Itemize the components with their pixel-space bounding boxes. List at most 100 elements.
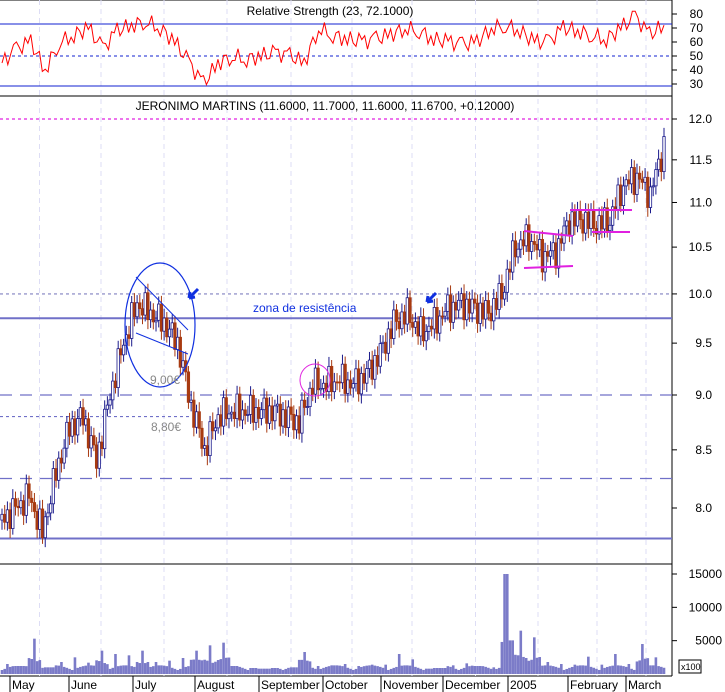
volume-bar bbox=[27, 658, 31, 674]
price-candle bbox=[213, 427, 218, 432]
rsi-tick-label: 80 bbox=[690, 7, 704, 21]
volume-bar bbox=[500, 641, 504, 674]
volume-bar bbox=[614, 654, 617, 674]
price-candle bbox=[632, 167, 636, 195]
price-candle bbox=[386, 328, 390, 354]
volume-bar bbox=[376, 666, 379, 674]
volume-bar bbox=[262, 668, 266, 674]
price-candle bbox=[565, 220, 569, 227]
annotations: zona de resistência 9,00€ 8,80€ bbox=[124, 209, 632, 434]
price-candle bbox=[389, 328, 393, 339]
price-candle bbox=[154, 319, 158, 323]
x-tick-label: October bbox=[325, 678, 368, 692]
volume-bar bbox=[211, 662, 215, 674]
price-candle bbox=[189, 399, 193, 403]
price-candle bbox=[313, 367, 318, 395]
volume-bar bbox=[397, 654, 401, 674]
volume-bar bbox=[149, 666, 152, 674]
price-candle bbox=[584, 211, 588, 234]
volume-bar bbox=[111, 667, 115, 674]
volume-bar bbox=[519, 630, 523, 674]
price-candle bbox=[373, 355, 377, 380]
volume-bar bbox=[597, 669, 601, 674]
price-candle bbox=[359, 373, 363, 395]
price-candle bbox=[511, 240, 515, 273]
volume-bar bbox=[616, 665, 620, 674]
volume-bar bbox=[279, 668, 282, 674]
volume-bar bbox=[441, 668, 444, 674]
volume-bar bbox=[481, 666, 485, 674]
volume-bar bbox=[30, 658, 34, 674]
volume-bar bbox=[492, 667, 496, 674]
price-candle bbox=[135, 302, 139, 318]
volume-bar bbox=[600, 664, 604, 674]
price-candle bbox=[208, 421, 212, 456]
flag-upper-line bbox=[523, 230, 574, 237]
price-candle bbox=[221, 397, 226, 427]
volume-bar bbox=[476, 666, 479, 674]
x-tick-label: March bbox=[628, 678, 661, 692]
price-candle bbox=[654, 169, 658, 187]
volume-bar bbox=[451, 665, 455, 674]
volume-bar bbox=[508, 640, 512, 674]
price-candle bbox=[132, 302, 136, 318]
volume-bar bbox=[422, 669, 425, 674]
price-candle bbox=[162, 317, 166, 332]
price-candle bbox=[365, 368, 369, 384]
price-candle bbox=[384, 341, 388, 354]
price-candle bbox=[611, 206, 615, 226]
price-candle bbox=[475, 302, 480, 324]
price-candle bbox=[378, 343, 382, 367]
x-tick-label: February bbox=[570, 678, 618, 692]
volume-bar bbox=[79, 666, 82, 674]
volume-bar bbox=[197, 659, 201, 674]
volume-bar bbox=[195, 650, 198, 674]
volume-bar bbox=[219, 659, 223, 674]
price-candle bbox=[332, 381, 336, 393]
volume-bar bbox=[514, 654, 517, 674]
volume-bar bbox=[16, 666, 20, 674]
volume-bar bbox=[287, 667, 290, 674]
price-candle bbox=[403, 311, 407, 325]
price-candle bbox=[662, 136, 666, 173]
price-candle bbox=[108, 399, 112, 406]
volume-bar bbox=[154, 662, 158, 674]
volume-bar bbox=[338, 665, 342, 674]
volume-bar bbox=[81, 666, 85, 674]
price-candle bbox=[459, 293, 463, 301]
volume-bar bbox=[192, 659, 196, 674]
volume-bar bbox=[238, 666, 242, 674]
volume-bar bbox=[119, 665, 123, 674]
volume-bar bbox=[622, 666, 625, 674]
volume-bar bbox=[200, 660, 204, 674]
price-candle bbox=[519, 239, 523, 250]
x-axis: May June July August September October Novembe… bbox=[9, 676, 661, 692]
volume-bar bbox=[6, 664, 9, 674]
volume-bar bbox=[541, 665, 544, 674]
volume-bar bbox=[400, 665, 404, 674]
volume-bar bbox=[584, 665, 587, 674]
volume-bar bbox=[619, 665, 623, 674]
volume-bar bbox=[73, 657, 77, 674]
price-candle bbox=[627, 179, 631, 185]
price-candle bbox=[497, 283, 501, 310]
volume-bar bbox=[319, 668, 323, 674]
volume-bar bbox=[554, 666, 558, 674]
volume-bar bbox=[446, 666, 450, 674]
price-candle bbox=[113, 380, 118, 388]
volume-bar bbox=[306, 660, 309, 674]
volume-bar bbox=[646, 658, 650, 674]
price-candle bbox=[267, 405, 272, 424]
price-tick-label: 11.0 bbox=[690, 195, 713, 209]
price-candle bbox=[619, 184, 623, 206]
price-candle bbox=[227, 413, 231, 420]
x-tick-label: July bbox=[135, 678, 156, 692]
price-candle bbox=[443, 310, 447, 317]
price-candle bbox=[557, 238, 561, 269]
volume-bar bbox=[143, 663, 147, 674]
resistance-label: zona de resistência bbox=[253, 301, 357, 315]
volume-bar bbox=[157, 665, 161, 674]
price-candle bbox=[573, 211, 577, 227]
volume-bar bbox=[152, 666, 155, 674]
price-candle bbox=[551, 242, 555, 252]
